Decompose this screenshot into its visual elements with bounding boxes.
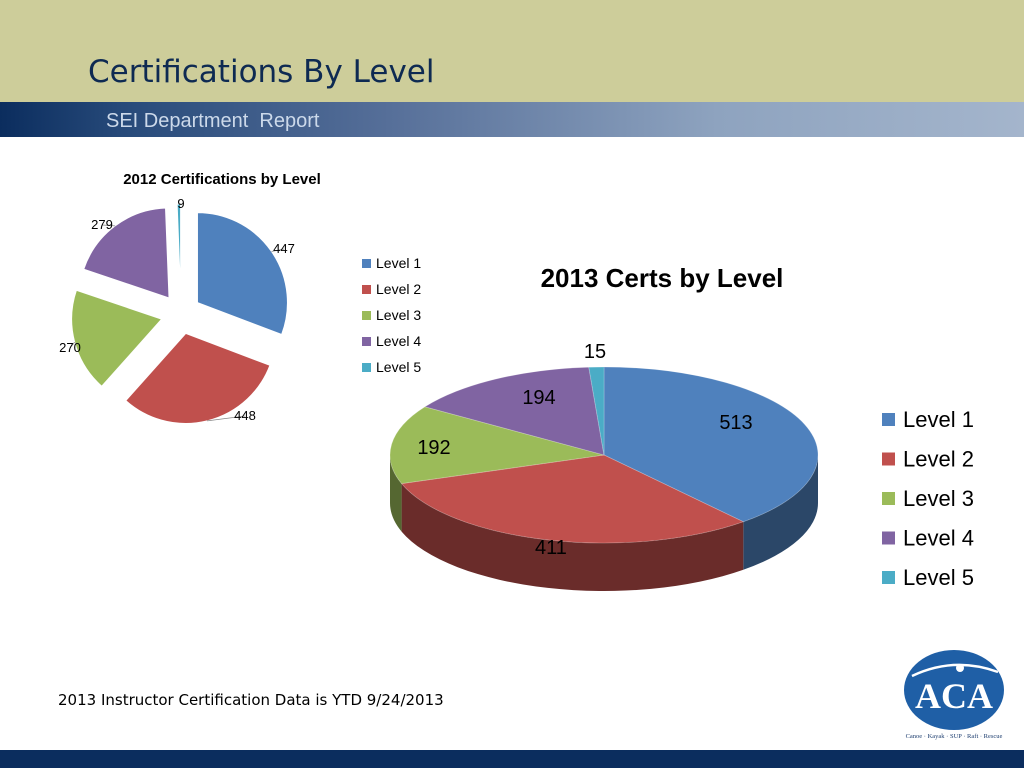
legend-swatch-2013-level-1 [882,413,895,426]
footer-bar [0,750,1024,768]
data-label-2012-level-1: 447 [273,241,295,256]
title-bar [0,0,1024,102]
side-wall-2013-level-3 [390,455,402,532]
legend-swatch-2013-level-2 [882,452,895,466]
logo-tagline: Canoe · Kayak · SUP · Raft · Rescue [906,733,1003,740]
slice-2012-level-4 [83,207,170,299]
side-wall-2013-level-1 [743,455,818,570]
legend-label-2012-level-4: Level 4 [376,333,421,349]
side-wall-2013-level-2 [401,483,744,591]
pie-2013: 513 411 192 194 15 [389,341,819,591]
leader-line-2012-level-2 [207,415,246,422]
legend-2013: Level 1 Level 2 Level 3 Level 4 Level 5 [882,407,974,590]
legend-label-2012-level-1: Level 1 [376,255,421,271]
chart-2013: 2013 Certs by Level 513 411 192 194 15 Level… [389,263,974,591]
legend-2012: Level 1 Level 2 Level 3 Level 4 Level 5 [362,255,421,375]
slice-2013-level-3 [389,406,605,485]
legend-label-2013-level-2: Level 2 [903,447,974,472]
slice-2013-level-4 [423,366,605,456]
logo-text: ACA [915,676,993,716]
legend-swatch-2012-level-2 [362,285,371,294]
data-label-2012-level-5: 9 [177,196,184,211]
data-label-2012-level-3: 270 [59,340,81,355]
paddler-icon [911,663,999,678]
legend-label-2013-level-3: Level 3 [903,486,974,511]
slice-2013-level-2 [400,454,745,544]
legend-swatch-2012-level-1 [362,259,371,268]
legend-swatch-2012-level-5 [362,363,371,372]
leader-line-2012-level-1 [271,248,285,252]
data-label-2013-level-2: 411 [535,537,567,559]
slice-2012-level-1 [196,212,288,336]
slice-2012-level-2 [125,332,271,424]
data-label-2012-level-2: 448 [234,408,256,423]
chart-2013-title: 2013 Certs by Level [541,263,784,293]
legend-swatch-2013-level-4 [882,531,895,545]
data-label-2012-level-4: 279 [91,217,113,232]
chart-2012-title: 2012 Certifications by Level [123,171,321,188]
legend-label-2013-level-4: Level 4 [903,526,974,551]
legend-label-2013-level-1: Level 1 [903,407,974,432]
aca-logo: ACA Canoe · Kayak · SUP · Raft · Rescue [904,650,1004,740]
footnote: 2013 Instructor Certification Data is YT… [58,691,444,709]
data-label-2013-level-4: 194 [522,387,555,409]
data-label-2013-level-1: 513 [719,412,752,434]
legend-swatch-2013-level-5 [882,571,895,584]
slice-2013-level-5 [588,366,605,456]
legend-label-2012-level-3: Level 3 [376,307,421,323]
legend-swatch-2013-level-3 [882,492,895,505]
data-label-2013-level-5: 15 [584,341,606,363]
leader-line-2012-level-4 [101,224,116,227]
slice-2012-level-5 [176,203,182,295]
slide-subtitle: SEI Department Report [106,110,320,132]
legend-label-2012-level-5: Level 5 [376,359,421,375]
data-label-2013-level-3: 192 [417,437,450,459]
subtitle-band [0,102,1024,137]
legend-swatch-2012-level-3 [362,311,371,320]
chart-2012: 2012 Certifications by Level 447 448 270 27… [59,171,421,424]
leader-line-2012-level-3 [69,341,75,349]
slice-2013-level-1 [603,366,819,523]
slide-title: Certifications By Level [88,54,435,90]
pie-2012: 447 448 270 279 9 [59,196,295,424]
legend-label-2013-level-5: Level 5 [903,565,974,590]
legend-label-2012-level-2: Level 2 [376,281,421,297]
legend-swatch-2012-level-4 [362,337,371,346]
slice-2012-level-3 [71,289,163,387]
